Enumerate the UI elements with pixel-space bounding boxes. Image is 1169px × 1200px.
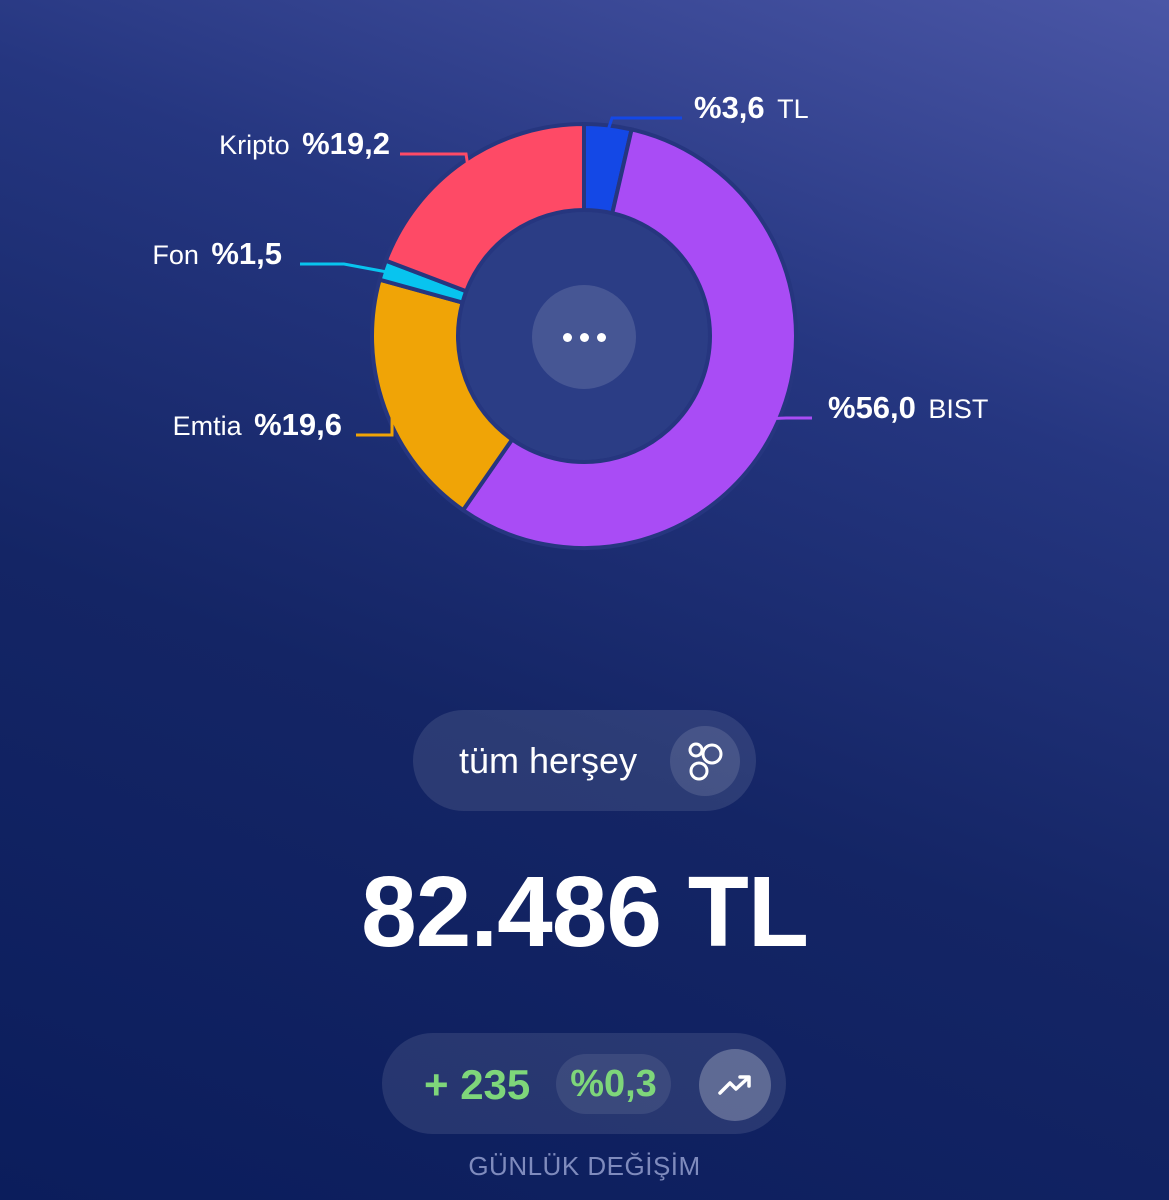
more-dot xyxy=(596,332,606,342)
more-button[interactable] xyxy=(532,285,636,389)
slice-label-tl: %3,6 TL xyxy=(694,90,809,125)
daily-change-caption: GÜNLÜK DEĞİŞİM xyxy=(468,1151,701,1181)
trending-up-icon[interactable] xyxy=(699,1049,771,1121)
daily-change-pill[interactable]: + 235 %0,3 xyxy=(382,1033,786,1134)
more-dot xyxy=(579,332,589,342)
leader-line-bist xyxy=(770,416,812,421)
daily-change-percent: %0,3 xyxy=(556,1054,671,1114)
circles-icon xyxy=(670,726,740,796)
portfolio-donut-chart: %3,6 TL %56,0 BIST Emtia %19,6 Fon %1,5 … xyxy=(152,90,988,550)
leader-line-tl xyxy=(605,116,682,134)
slice-label-bist: %56,0 BIST xyxy=(828,390,988,425)
daily-change-amount: + 235 xyxy=(424,1061,531,1108)
leader-line-fon xyxy=(300,262,391,275)
slice-label-fon: Fon %1,5 xyxy=(152,236,282,271)
donut-slice-kripto[interactable] xyxy=(383,121,586,294)
leader-line-emtia xyxy=(356,405,394,437)
donut-slice-emtia[interactable] xyxy=(370,277,515,513)
portfolio-scope-selector[interactable]: tüm herşey xyxy=(413,710,756,811)
leader-line-kripto xyxy=(400,152,470,169)
donut-slice-bist[interactable] xyxy=(460,127,798,550)
total-portfolio-value: 82.486 TL xyxy=(361,856,809,968)
more-dots-icon xyxy=(562,332,572,342)
slice-label-emtia: Emtia %19,6 xyxy=(173,407,342,442)
slice-label-kripto: Kripto %19,2 xyxy=(219,126,390,161)
scope-label: tüm herşey xyxy=(459,739,638,781)
